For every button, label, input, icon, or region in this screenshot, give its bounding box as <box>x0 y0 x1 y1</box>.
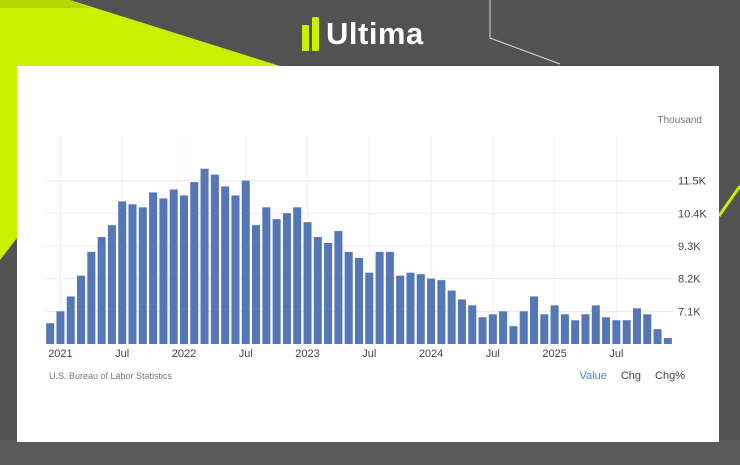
bar <box>313 237 322 344</box>
bar <box>632 308 641 344</box>
bar <box>375 251 384 344</box>
bar <box>179 195 188 344</box>
brand-name: Ultima <box>326 16 424 51</box>
bar <box>231 195 240 344</box>
bar <box>149 192 158 344</box>
bar <box>468 305 477 344</box>
x-axis: 2021 Jul 2022 Jul 2023 Jul 2024 Jul 2025 Jul <box>48 348 623 360</box>
bar <box>77 275 86 344</box>
bar <box>138 207 147 344</box>
bar <box>406 272 415 344</box>
bar <box>499 311 508 344</box>
bar <box>427 278 436 344</box>
y-tick-label: 7.1K <box>678 306 701 318</box>
bar <box>581 314 590 344</box>
bar <box>200 168 209 344</box>
bar <box>612 320 621 344</box>
bar <box>252 225 261 344</box>
bar <box>478 317 487 344</box>
brand-logo: Ultima <box>302 14 424 54</box>
x-tick-label: 2022 <box>172 348 196 360</box>
y-axis: 7.1K 8.2K 9.3K 10.4K 11.5K <box>678 176 707 319</box>
x-tick-label: Jul <box>239 348 253 360</box>
bar <box>509 326 518 344</box>
source-label: U.S. Bureau of Labor Statistics <box>49 371 173 381</box>
x-tick-label: 2024 <box>419 348 443 360</box>
bar <box>221 186 230 344</box>
bar <box>87 251 96 344</box>
bar <box>622 320 631 344</box>
y-tick-label: 9.3K <box>678 241 701 253</box>
x-tick-label: Jul <box>609 348 623 360</box>
bar <box>334 231 343 344</box>
bar <box>354 257 364 344</box>
x-tick-label: Jul <box>115 348 129 360</box>
y-tick-label: 10.4K <box>678 208 707 220</box>
bar <box>602 317 611 344</box>
bar <box>97 237 106 344</box>
bar <box>190 182 199 344</box>
logo-mark-icon <box>302 17 319 51</box>
bar <box>540 314 549 344</box>
bar <box>519 311 528 344</box>
bar <box>210 174 219 344</box>
x-tick-label: Jul <box>486 348 500 360</box>
bar <box>365 272 374 344</box>
bar <box>385 251 394 344</box>
bar <box>272 219 281 344</box>
x-tick-label: Jul <box>362 348 376 360</box>
bar <box>571 320 580 344</box>
bar <box>447 290 456 344</box>
bar <box>66 296 75 344</box>
bar <box>118 201 127 344</box>
bar <box>128 204 137 344</box>
bar <box>107 225 116 344</box>
bar <box>324 242 333 344</box>
bar <box>437 280 446 344</box>
bar <box>293 207 302 344</box>
bar <box>591 305 600 344</box>
x-tick-label: 2023 <box>295 348 319 360</box>
bar <box>169 189 178 344</box>
bar <box>653 329 662 344</box>
tab-chg-pct[interactable]: Chg% <box>655 370 685 382</box>
bar <box>159 198 168 344</box>
view-tabs: Value Chg Chg% <box>580 370 685 382</box>
bar <box>530 296 539 344</box>
y-tick-label: 8.2K <box>678 274 701 286</box>
bar <box>643 314 652 344</box>
bar <box>282 213 291 344</box>
bar <box>56 311 65 344</box>
bar <box>550 305 559 344</box>
bar <box>416 274 425 344</box>
bar <box>344 251 353 344</box>
bar <box>488 314 497 344</box>
unit-label: Thousand <box>658 115 702 126</box>
bar <box>457 299 466 344</box>
chart-card: 7.1K 8.2K 9.3K 10.4K 11.5K 2021 Jul 2022 Jul 202… <box>17 66 719 442</box>
bar <box>303 222 312 344</box>
bars <box>46 168 672 344</box>
tab-value[interactable]: Value <box>579 370 607 382</box>
x-tick-label: 2025 <box>542 348 566 360</box>
tab-chg[interactable]: Chg <box>620 370 642 382</box>
y-tick-label: 11.5K <box>678 176 707 188</box>
bar <box>46 323 55 344</box>
x-tick-label: 2021 <box>48 348 72 360</box>
bar <box>396 275 405 344</box>
bar <box>560 314 569 344</box>
bar <box>663 338 672 344</box>
bar <box>241 180 250 344</box>
bar <box>262 207 271 344</box>
